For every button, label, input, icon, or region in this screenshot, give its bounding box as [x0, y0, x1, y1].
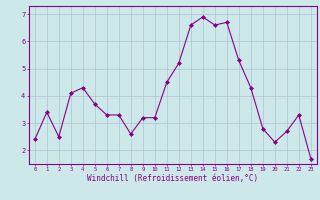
X-axis label: Windchill (Refroidissement éolien,°C): Windchill (Refroidissement éolien,°C) — [87, 174, 258, 183]
